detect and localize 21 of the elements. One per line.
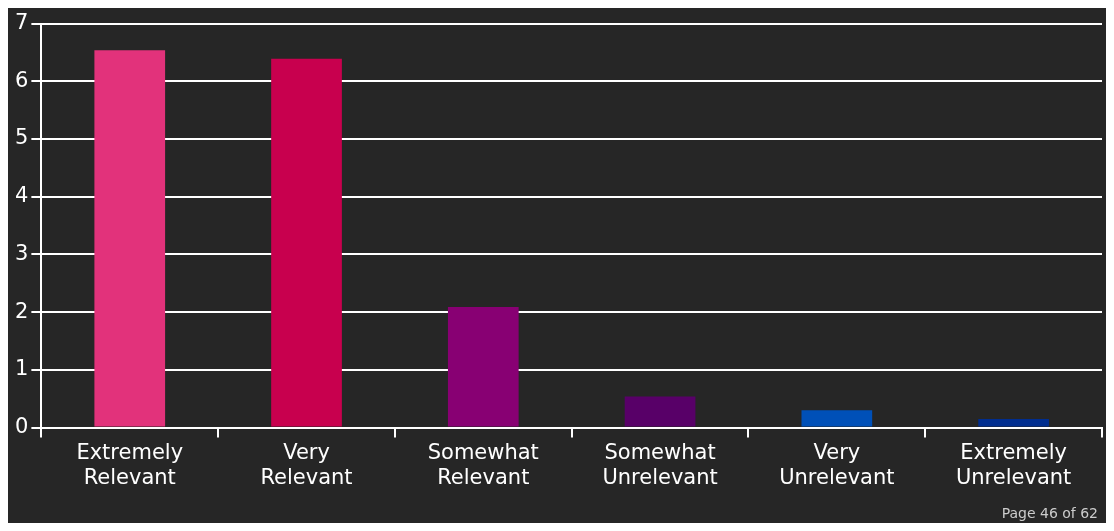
text: Page 46 of 62	[1001, 505, 1098, 521]
x-tick-label: Extremely Unrelevant	[955, 439, 1072, 489]
bar	[447, 306, 519, 427]
bar	[94, 50, 166, 427]
x-tick-label: Somewhat Unrelevant	[602, 439, 718, 489]
y-tick-label: 4	[14, 183, 29, 208]
y-tick-label: 6	[14, 67, 29, 92]
x-tick-label: Very Relevant	[260, 439, 353, 489]
bar	[978, 418, 1049, 427]
y-tick-label: 5	[14, 125, 29, 150]
x-tick-label: Somewhat Relevant	[427, 439, 539, 489]
y-tick-label: 0	[14, 414, 29, 439]
y-tick-label: 7	[14, 10, 29, 35]
y-tick-label: 3	[14, 240, 29, 265]
x-tick-label: Very Unrelevant	[779, 439, 895, 489]
bar	[801, 410, 873, 427]
y-tick-label: 1	[14, 356, 29, 381]
bar	[624, 396, 696, 427]
bar	[271, 58, 342, 427]
x-tick-label: Extremely Relevant	[76, 439, 184, 489]
y-tick-label: 2	[14, 298, 29, 323]
